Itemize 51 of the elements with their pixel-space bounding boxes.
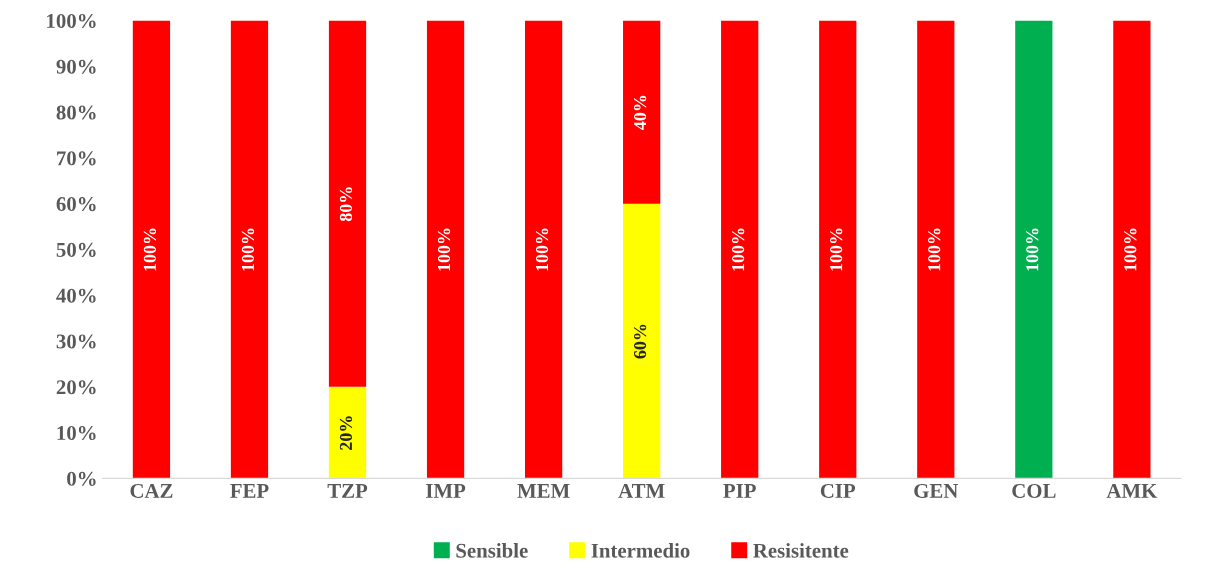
bar	[328, 20, 367, 387]
bar	[721, 20, 759, 479]
legend-label: Resisitente	[753, 543, 849, 558]
y-tick-label: 10%	[57, 425, 96, 441]
bar	[132, 20, 171, 479]
bar	[819, 20, 857, 479]
data-label: 20%	[339, 416, 353, 450]
data-label: 80%	[339, 187, 353, 222]
x-tick-label: AMK	[1106, 483, 1158, 498]
data-label: 100%	[1124, 228, 1137, 271]
data-label: 100%	[830, 228, 843, 271]
bar	[623, 203, 661, 479]
bar	[524, 20, 563, 479]
data-label: 100%	[928, 228, 941, 271]
x-tick-label: FEP	[230, 484, 269, 498]
y-tick-label: 50%	[56, 242, 96, 257]
x-tick-label: PIP	[723, 484, 756, 498]
y-tick-label: 90%	[56, 59, 96, 74]
bar	[230, 20, 269, 479]
legend-label: Sensible	[456, 543, 528, 558]
x-tick-label: GEN	[914, 483, 959, 498]
x-tick-label: IMP	[426, 484, 466, 498]
bar	[917, 20, 955, 479]
y-tick-label: 30%	[56, 334, 96, 349]
data-label: 60%	[634, 324, 647, 359]
y-tick-label: 80%	[56, 105, 96, 120]
y-tick-label: 20%	[56, 380, 96, 395]
y-tick-label: 100%	[47, 13, 96, 29]
data-label: 40%	[634, 95, 647, 130]
data-label: 100%	[535, 228, 549, 271]
data-label: 100%	[437, 228, 451, 271]
data-label: 100%	[1026, 228, 1039, 271]
y-tick-label: 60%	[56, 197, 96, 212]
x-tick-label: COL	[1012, 483, 1056, 498]
bar	[426, 20, 465, 479]
x-tick-label: TZP	[327, 484, 368, 498]
y-tick-label: 0%	[67, 471, 96, 486]
y-tick-label: 70%	[57, 151, 96, 166]
bar	[1015, 20, 1053, 479]
x-tick-label: CIP	[820, 483, 856, 498]
x-tick-label: MEM	[517, 484, 570, 498]
bar	[1113, 20, 1151, 479]
y-tick-label: 40%	[56, 288, 96, 303]
x-tick-label: ATM	[618, 483, 665, 498]
x-tick-label: CAZ	[130, 483, 173, 498]
bar	[328, 386, 367, 479]
data-label: 100%	[732, 228, 745, 271]
data-label: 100%	[143, 228, 157, 271]
data-label: 100%	[241, 228, 255, 271]
legend-label: Intermedio	[591, 543, 690, 558]
bar	[623, 20, 661, 204]
